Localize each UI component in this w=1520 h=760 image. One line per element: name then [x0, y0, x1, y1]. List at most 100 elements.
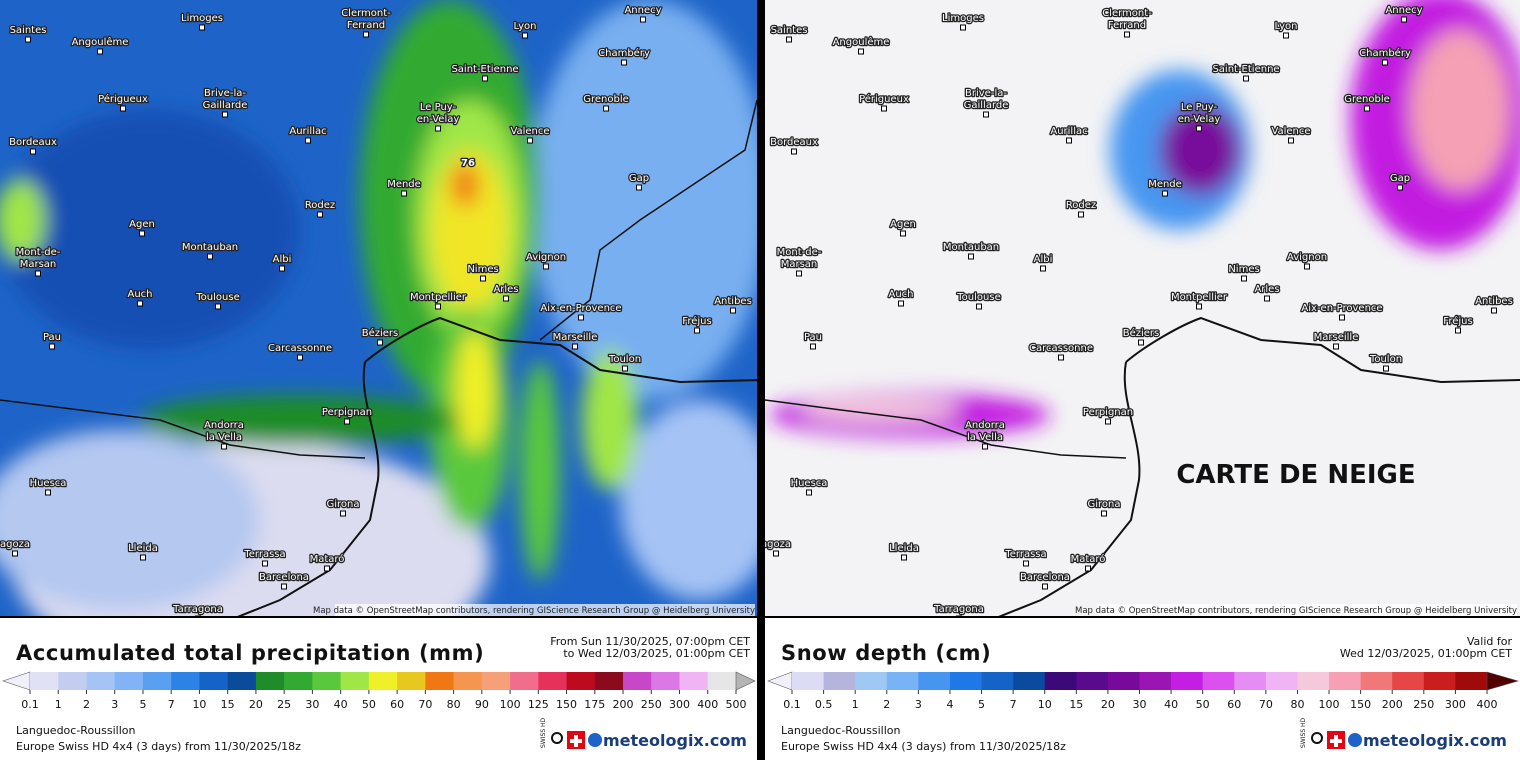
city-label: Fréjus: [1443, 315, 1472, 327]
legend-tick-label: 125: [528, 698, 549, 711]
city-marker: [1288, 137, 1294, 144]
legend-tick-label: 60: [1227, 698, 1241, 711]
city-marker: [49, 343, 55, 350]
city-label: Agen: [890, 219, 916, 230]
city-label: Annecy: [624, 5, 661, 16]
legend-title: Accumulated total precipitation (mm): [16, 641, 484, 665]
city-label: Mataró: [310, 553, 345, 565]
city-marker: [97, 48, 103, 55]
badge: SWISS HD: [540, 717, 547, 748]
map-frame: [0, 616, 1520, 618]
city-marker: [621, 59, 627, 66]
city-label: Gaillarde: [964, 100, 1009, 111]
city-label: Aix-en-Provence: [540, 303, 621, 314]
city-label: en-Velay: [1178, 114, 1221, 125]
city-marker: [222, 111, 228, 118]
legend-cell: [1107, 672, 1140, 690]
legend-title: Snow depth (cm): [781, 641, 991, 665]
legend-cell: [1360, 672, 1393, 690]
city-label: Mataró: [1071, 553, 1106, 565]
city-marker: [578, 314, 584, 321]
city-marker: [976, 303, 982, 310]
legend-cell: [1076, 672, 1109, 690]
city-marker: [30, 148, 36, 155]
legend-cell: [651, 672, 680, 690]
city-marker: [1241, 275, 1247, 282]
legend-cell: [1171, 672, 1203, 690]
city-marker: [1333, 343, 1339, 350]
legend-period: Wed 12/03/2025, 01:00pm CET: [1340, 647, 1512, 660]
city-label: Pau: [43, 332, 61, 343]
legend-cell: [1455, 672, 1488, 690]
city-label: Nimes: [1228, 264, 1259, 275]
city-label: Aurillac: [289, 126, 326, 137]
city-label: Lyon: [1274, 21, 1297, 32]
legend-tick-label: 50: [1196, 698, 1210, 711]
legend-tick-label: 200: [613, 698, 634, 711]
city-marker: [503, 295, 509, 302]
city-label: Perpignan: [322, 407, 372, 418]
city-label: Saintes: [10, 25, 47, 36]
city-label: Brive-la-: [204, 88, 246, 99]
city-marker: [881, 105, 887, 112]
city-label: Aix-en-Provence: [1301, 303, 1382, 314]
city-marker: [810, 343, 816, 350]
legend-tick-label: 7: [1010, 698, 1017, 711]
city-marker: [898, 300, 904, 307]
legend-cell: [1297, 672, 1330, 690]
city-label: Girona: [1087, 499, 1120, 510]
city-label: Limoges: [942, 13, 984, 24]
city-label: Agen: [129, 219, 155, 230]
legend-cell: [792, 672, 824, 690]
legend-tick-label: 10: [192, 698, 206, 711]
legend-tick-label: 7: [168, 698, 175, 711]
city-label: Chambéry: [1359, 47, 1411, 59]
city-marker: [363, 31, 369, 38]
legend-cell: [284, 672, 313, 690]
city-label: Clermont-: [341, 8, 391, 19]
legend-tick-label: 0.5: [815, 698, 833, 711]
city-label: Valence: [1271, 126, 1310, 137]
city-marker: [1023, 560, 1029, 567]
legend-period: From Sun 11/30/2025, 07:00pm CET: [550, 635, 750, 648]
legend-tick-label: 50: [362, 698, 376, 711]
city-marker: [344, 418, 350, 425]
city-label: Ferrand: [347, 20, 385, 31]
legend-cell: [1044, 672, 1077, 690]
legend-cell: [510, 672, 539, 690]
city-label: Albi: [273, 254, 292, 265]
city-label: Tarragona: [933, 604, 984, 615]
city-marker: [1040, 265, 1046, 272]
legend-cell: [30, 672, 59, 690]
search-icon: [1311, 732, 1323, 744]
legend-cell: [368, 672, 398, 690]
badge: SWISS HD: [1300, 717, 1307, 748]
city-label: Béziers: [362, 327, 399, 339]
city-marker: [1382, 59, 1388, 66]
city-label: Annecy: [1385, 5, 1422, 16]
legend-tick-label: 5: [139, 698, 146, 711]
city-marker: [730, 307, 736, 314]
city-marker: [324, 565, 330, 572]
legend-tick-label: 1: [55, 698, 62, 711]
legend-cell: [453, 672, 483, 690]
legend-tick-label: 250: [1413, 698, 1434, 711]
legend-arrow-right: [735, 671, 756, 691]
city-marker: [636, 184, 642, 191]
city-marker: [305, 137, 311, 144]
city-label: Lleida: [128, 543, 158, 554]
brand: meteologix.com: [603, 731, 747, 750]
city-label: Carcassonne: [268, 343, 332, 354]
city-label: Rodez: [305, 200, 335, 211]
city-marker: [1196, 125, 1202, 132]
city-label: Le Puy-: [420, 102, 457, 113]
legend-tick-label: 400: [1477, 698, 1498, 711]
legend-tick-label: 2: [83, 698, 90, 711]
city-marker: [120, 105, 126, 112]
city-label: Huesca: [30, 478, 67, 489]
legend-cell: [142, 672, 172, 690]
legend-cell: [86, 672, 116, 690]
region: Languedoc-Roussillon: [16, 724, 136, 737]
legend-cell: [199, 672, 228, 690]
legend-tick-label: 300: [1445, 698, 1466, 711]
